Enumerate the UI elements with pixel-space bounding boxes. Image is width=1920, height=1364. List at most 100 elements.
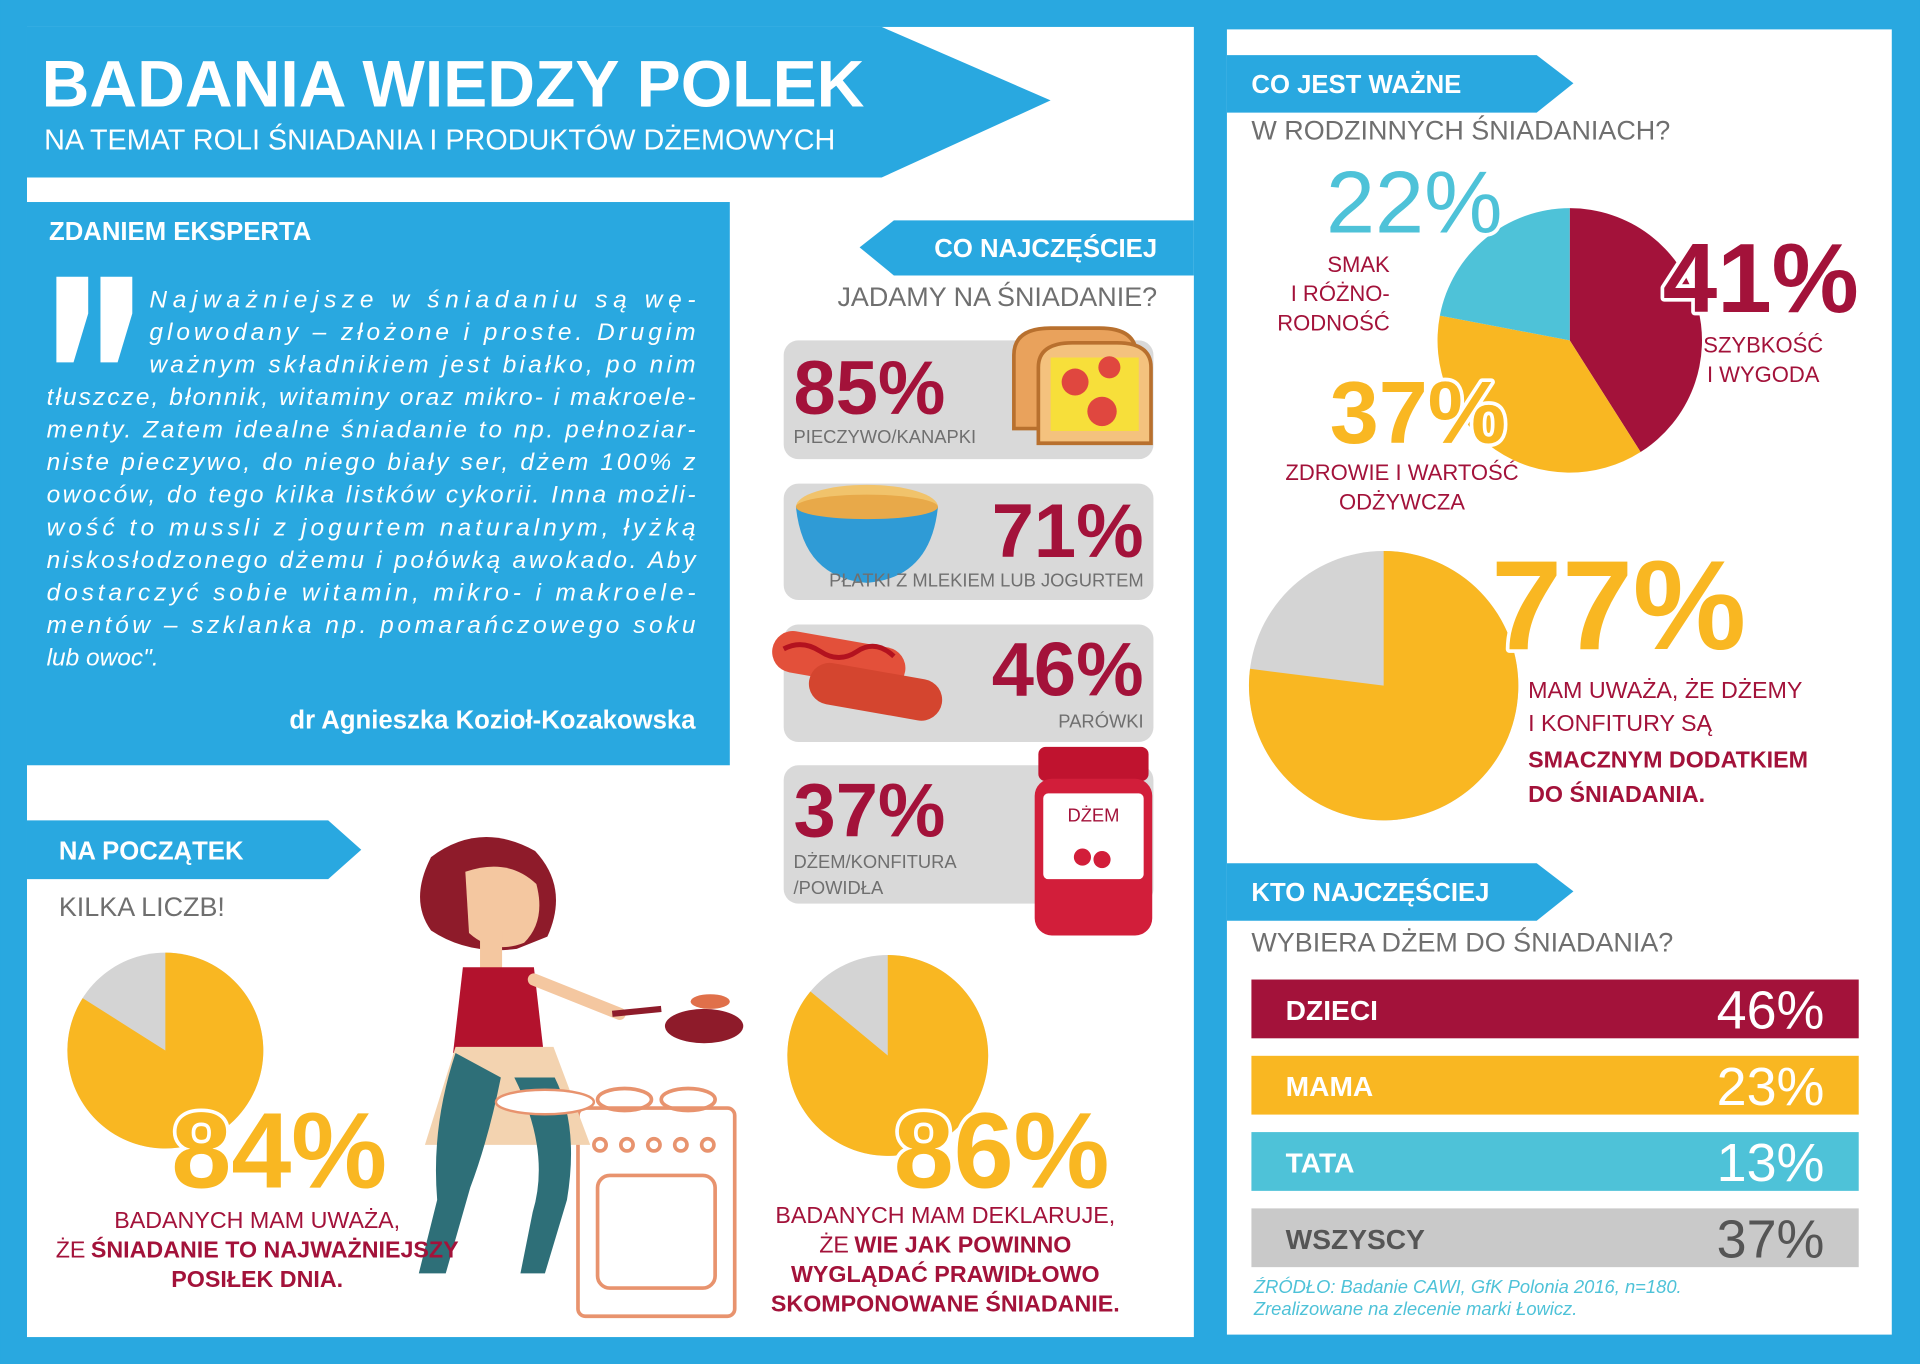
quote-line: niskosłodzonego dżemu i połówką awokado.…: [47, 547, 698, 574]
shape: [1073, 848, 1092, 866]
pie-category: ODŻYWCZA: [1339, 489, 1465, 514]
shape: [1093, 850, 1111, 869]
caption-line: ŻE WIE JAK POWINNO: [819, 1232, 1071, 1258]
caption-bold: WIE JAK POWINNO: [854, 1232, 1071, 1258]
pie-slice: [1439, 208, 1570, 341]
shape: [808, 662, 943, 721]
jar-label: DŻEM: [1067, 805, 1119, 826]
caption-bold: POSIŁEK DNIA.: [171, 1266, 343, 1292]
who-bar: [1251, 979, 1859, 1039]
quote-stroke: [56, 276, 89, 363]
title-banner: [26, 26, 1051, 178]
start-subheading: KILKA LICZB!: [59, 892, 225, 922]
who-label: DZIECI: [1286, 995, 1378, 1026]
caption: ŻE: [56, 1236, 86, 1262]
start-banner: [26, 820, 362, 880]
shape: [645, 1136, 662, 1153]
caption: ŻE: [819, 1232, 849, 1258]
pie-value-label: 41%: [1663, 223, 1859, 333]
foods-question: JADAMY NA ŚNIADANIE?: [837, 280, 1157, 312]
shape: [1087, 396, 1117, 427]
shape: [1043, 793, 1144, 880]
subtitle: NA TEMAT ROLI ŚNIADANIA I PRODUKTÓW DŻEM…: [44, 122, 835, 156]
food-value: 46%: [992, 627, 1144, 712]
who-banner: [1226, 863, 1574, 921]
who-value: 37%: [1717, 1209, 1825, 1269]
quote-line: niste pieczywo, do niego biały ser, dżem…: [47, 449, 696, 476]
quote-line: dostarczyć sobie witamin, mikro- i makro…: [47, 579, 696, 606]
shape: [494, 1088, 596, 1116]
importance-question: W RODZINNYCH ŚNIADANIACH?: [1251, 114, 1670, 146]
pie-category: RODNOŚĆ: [1277, 311, 1390, 336]
pie-value-label: 77%: [1491, 534, 1746, 676]
shape: [699, 1136, 716, 1153]
stove: [576, 1086, 737, 1319]
title: BADANIA WIEDZY POLEK: [42, 48, 865, 122]
pie-category: SMAK: [1327, 252, 1390, 277]
pie-value-label: 86%: [894, 1090, 1110, 1211]
caption-line: ŻE ŚNIADANIE TO NAJWAŻNIEJSZY: [56, 1235, 459, 1262]
pie-value-label: 22%: [1326, 153, 1502, 252]
expert-box: [26, 202, 730, 766]
quote-line: lub owoc".: [47, 645, 159, 672]
quote-line: owoców, do tego kilka listków cykorii. I…: [47, 482, 696, 509]
shape: [1061, 368, 1089, 396]
shape: [618, 1136, 635, 1153]
who-heading: KTO NAJCZĘŚCIEJ: [1251, 877, 1489, 907]
who-bar: [1251, 1055, 1859, 1115]
caption: MAM UWAŻA, ŻE DŻEMY: [1528, 677, 1802, 703]
caption: BADANYCH MAM DEKLARUJE,: [775, 1202, 1115, 1228]
food-label: DŻEM/KONFITURA: [793, 851, 957, 872]
shape: [595, 1173, 717, 1290]
author: dr Agnieszka Kozioł-Kozakowska: [289, 707, 696, 735]
foods-banner: [859, 220, 1194, 276]
pie-category: ZDROWIE I WARTOŚĆ: [1285, 460, 1518, 485]
shape: [514, 1077, 572, 1274]
pie-category: I RÓŻNO-: [1291, 281, 1390, 306]
shape: [690, 994, 730, 1009]
jar-icon: [1034, 746, 1153, 936]
food-label: PŁATKI Z MLEKIEM LUB JOGURTEM: [829, 569, 1144, 590]
shape: [453, 967, 544, 1053]
shape: [795, 494, 938, 520]
pie-slice: [1437, 315, 1641, 473]
pie-category: SZYBKOŚĆ: [1703, 333, 1823, 358]
caption: I KONFITURY SĄ: [1528, 710, 1712, 736]
caption-bold: WYGLĄDAĆ PRAWIDŁOWO: [791, 1260, 1100, 1287]
food-label: /POWIDŁA: [793, 877, 884, 898]
quote-line: glowodany – złożone i proste. Drugim: [149, 319, 695, 346]
caption-bold: ŚNIADANIE TO NAJWAŻNIEJSZY: [91, 1235, 459, 1262]
toast-icon: [1012, 326, 1153, 446]
food-value: 85%: [793, 346, 945, 431]
who-bar: [1251, 1132, 1859, 1191]
shape: [576, 1106, 737, 1319]
importance-banner: [1226, 55, 1574, 113]
importance-heading: CO JEST WAŻNE: [1251, 71, 1461, 99]
sausage-icon: [772, 631, 943, 721]
shape: [527, 973, 626, 1020]
caption: BADANYCH MAM UWAŻA,: [114, 1207, 400, 1233]
source: Zrealizowane na zlecenie marki Łowicz.: [1253, 1298, 1577, 1319]
shape: [795, 506, 938, 583]
food-value: 71%: [992, 489, 1144, 574]
quote-line: ważnym składnikiem jest białko, po nim: [149, 351, 695, 378]
who-bar: [1251, 1208, 1859, 1268]
who-rows: DZIECI 46% MAMA 23% TATA 13% WSZYSCY 37%: [1251, 979, 1859, 1269]
foods-heading: CO NAJCZĘŚCIEJ: [934, 233, 1157, 263]
source: ŹRÓDŁO: Badanie CAWI, GfK Polonia 2016, …: [1253, 1276, 1682, 1297]
who-label: MAMA: [1286, 1071, 1374, 1102]
pie-value-label: 84%: [171, 1090, 387, 1211]
illustration: [418, 837, 744, 1319]
pie-slice: [1248, 550, 1519, 821]
who-value: 13%: [1717, 1133, 1825, 1193]
food-value: 37%: [793, 768, 945, 853]
quote-stroke: [100, 276, 133, 363]
who-value: 46%: [1717, 981, 1825, 1041]
shape: [659, 1086, 717, 1113]
shape: [480, 930, 503, 970]
pie-category: I WYGODA: [1707, 362, 1820, 387]
shape: [595, 1086, 654, 1113]
pies: [67, 208, 1702, 1156]
shape: [1038, 746, 1149, 782]
